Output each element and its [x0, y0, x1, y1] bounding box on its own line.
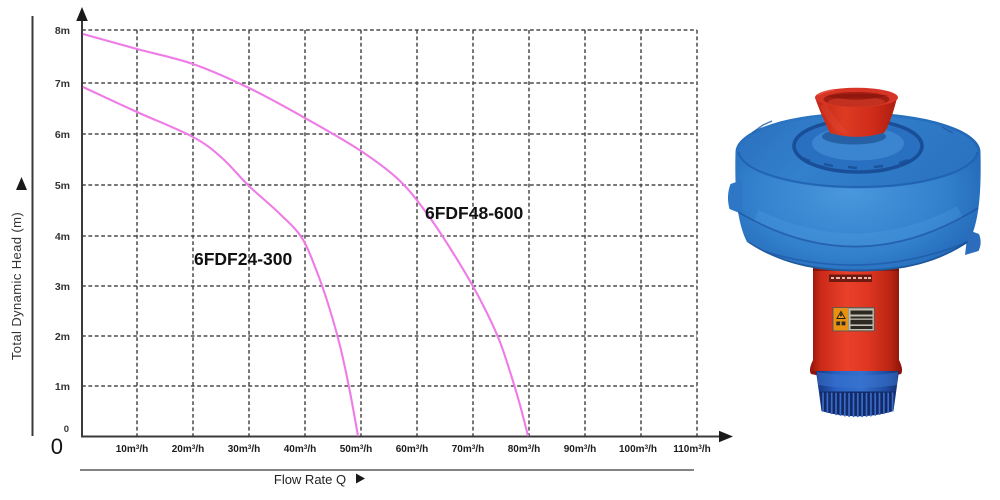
svg-text:4m: 4m [55, 231, 70, 243]
svg-text:6m: 6m [55, 129, 70, 141]
svg-text:70m3/h: 70m3/h [452, 444, 485, 455]
svg-text:80m3/h: 80m3/h [508, 444, 541, 455]
svg-text:1m: 1m [55, 381, 70, 393]
svg-text:60m3/h: 60m3/h [396, 444, 429, 455]
svg-text:Total Dynamic Head (m): Total Dynamic Head (m) [9, 212, 24, 360]
svg-text:0: 0 [64, 424, 69, 435]
svg-text:110m3/h: 110m3/h [673, 444, 711, 455]
svg-text:2m: 2m [55, 331, 70, 343]
svg-text:90m3/h: 90m3/h [564, 444, 597, 455]
svg-text:100m3/h: 100m3/h [619, 444, 657, 455]
svg-text:30m3/h: 30m3/h [228, 444, 261, 455]
svg-text:40m3/h: 40m3/h [284, 444, 317, 455]
svg-text:6FDF24-300: 6FDF24-300 [194, 249, 293, 269]
svg-text:3m: 3m [55, 281, 70, 293]
svg-text:8m: 8m [55, 25, 70, 37]
svg-text:7m: 7m [55, 78, 70, 90]
svg-text:10m3/h: 10m3/h [116, 444, 149, 455]
svg-text:50m3/h: 50m3/h [340, 444, 373, 455]
svg-text:0: 0 [51, 434, 63, 459]
svg-text:Flow Rate Q: Flow Rate Q [274, 472, 346, 487]
svg-text:20m3/h: 20m3/h [172, 444, 205, 455]
svg-text:6FDF48-600: 6FDF48-600 [425, 203, 524, 223]
svg-text:5m: 5m [55, 180, 70, 192]
